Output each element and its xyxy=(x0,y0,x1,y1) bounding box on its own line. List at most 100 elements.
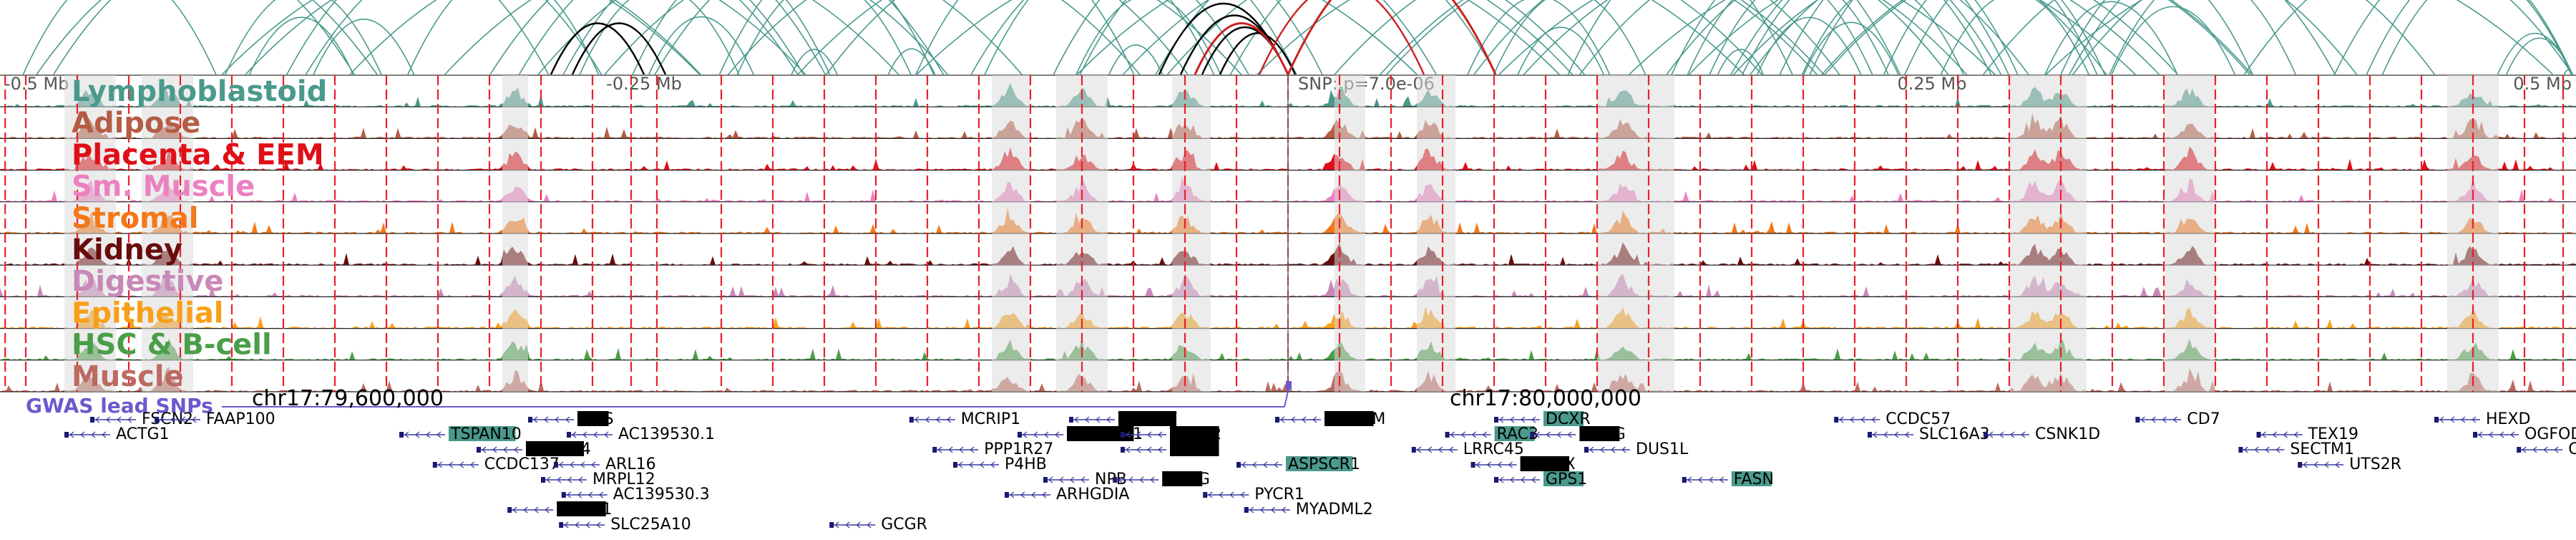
highlight-region xyxy=(992,75,1030,392)
highlight-region xyxy=(64,75,116,392)
gene-strand-arrow xyxy=(2293,431,2298,438)
gene-strand-arrow xyxy=(1499,416,1504,423)
track-label: Stromal xyxy=(72,202,199,235)
loop-arc xyxy=(1742,0,1992,75)
gene-strand-arrow xyxy=(2243,446,2248,453)
gene-strand-arrow xyxy=(1611,446,1616,453)
loop-arc xyxy=(1167,0,1586,75)
gene-strand-arrow xyxy=(1546,431,1551,438)
gene-strand-arrow xyxy=(426,431,431,438)
gene-mcrip1: MCRIP1 xyxy=(909,410,1020,428)
loop-arc xyxy=(1123,0,1573,75)
gene-label: CCDC137 xyxy=(484,455,560,473)
gene-strand-arrow xyxy=(2283,431,2288,438)
gene-strand-arrow xyxy=(2472,416,2477,423)
loop-arc xyxy=(1629,0,2136,75)
gene-strand-arrow xyxy=(404,431,409,438)
gene-strand-arrow xyxy=(80,431,85,438)
gene-strand-arrow xyxy=(1708,476,1714,483)
gene-label: MRPL12 xyxy=(592,471,655,488)
loop-arc xyxy=(648,16,754,75)
gene-strand-arrow xyxy=(570,461,575,468)
gene-strand-arrow xyxy=(1280,416,1285,423)
loop-arc xyxy=(1257,0,1745,75)
gene-label: AC139530.3 xyxy=(613,486,710,503)
gene-strand-arrow xyxy=(2303,461,2308,468)
gene-strand-arrow xyxy=(946,416,952,423)
gene-strand-arrow xyxy=(1621,446,1626,453)
loop-arc xyxy=(53,0,355,75)
track-label: HSC & B-cell xyxy=(72,329,272,362)
gene-strand-arrow xyxy=(523,506,528,514)
gene-strand-arrow xyxy=(1894,431,1899,438)
loop-arc xyxy=(2366,0,2573,75)
gene-label: SIRT7 xyxy=(1172,440,1216,458)
gene-strand-arrow xyxy=(2450,416,2455,423)
gene-label: HGS xyxy=(580,410,614,428)
loop-arc xyxy=(915,0,1135,75)
loop-arc xyxy=(1386,0,1825,75)
gene-strand-arrow xyxy=(1150,476,1155,483)
loop-arc xyxy=(1517,26,1604,75)
gene-strand-arrow xyxy=(1055,431,1060,438)
gene-exon xyxy=(2298,462,2303,468)
gene-strand-arrow xyxy=(2510,431,2515,438)
gene-label-box xyxy=(1162,471,1203,486)
gene-exon xyxy=(1411,447,1416,453)
gene-exon xyxy=(1121,432,1125,438)
gene-slc25a10: SLC25A10 xyxy=(559,516,691,534)
loop-arc xyxy=(1983,0,2358,75)
loop-arc xyxy=(984,0,1215,75)
gene-strand-arrow xyxy=(2554,446,2559,453)
gene-strand-arrow xyxy=(1208,491,1213,498)
gene-strand-arrow xyxy=(1136,431,1141,438)
loop-arc xyxy=(1687,0,1873,75)
gene-label: FASN xyxy=(1734,471,1774,488)
gene-label: RFNG xyxy=(1581,425,1625,443)
gene-strand-arrow xyxy=(544,416,549,423)
gene-strand-arrow xyxy=(958,461,963,468)
gene-label-box xyxy=(1520,456,1570,471)
highlight-region xyxy=(1597,75,1674,392)
loop-arc xyxy=(1904,0,2106,75)
gene-strand-arrow xyxy=(1147,446,1152,453)
gene-strand-arrow xyxy=(1556,431,1561,438)
gene-strand-arrow xyxy=(555,416,560,423)
gene-strand-arrow xyxy=(593,431,598,438)
loop-arc xyxy=(1334,0,1762,75)
loop-arc xyxy=(916,0,1418,75)
gene-strand-arrow xyxy=(503,446,508,453)
gene-strand-arrow xyxy=(1521,416,1526,423)
gene-strand-arrow xyxy=(1270,506,1276,514)
track-label: Lymphoblastoid xyxy=(72,75,327,108)
position-ruler: -0.5 Mb -0.25 Mb SNP: p=7.0e-06 0.25 Mb 0.5 … xyxy=(0,74,2576,94)
gene-pcyt2: PCYT2 xyxy=(1121,425,1221,443)
loop-arc xyxy=(22,0,217,75)
gene-label-box xyxy=(1731,471,1772,486)
loop-arc xyxy=(2109,0,2297,75)
gene-label: ARHGDIA xyxy=(1056,486,1129,503)
loop-arc xyxy=(1779,0,2009,75)
loop-arc xyxy=(489,0,799,75)
gene-strand-arrow xyxy=(1450,431,1455,438)
gene-exon xyxy=(477,447,481,453)
gene-label: ALYREF xyxy=(1121,410,1178,428)
gene-cd7: CD7 xyxy=(2135,410,2220,428)
gene-strand-arrow xyxy=(469,461,475,468)
gene-label: ASPSCR1 xyxy=(1288,455,1360,473)
track-label: Sm. Muscle xyxy=(72,170,255,203)
gene-nploc4: NPLOC4 xyxy=(477,440,591,458)
gene-ppp1r27: PPP1R27 xyxy=(932,440,1053,458)
loop-arc xyxy=(718,0,935,75)
gene-ccdc57: CCDC57 xyxy=(1834,410,1951,428)
loop-arc xyxy=(221,0,701,75)
loop-arc xyxy=(1671,0,1901,75)
loop-arc-snp xyxy=(1194,22,1289,75)
loop-arc xyxy=(736,0,912,75)
gene-label: GCGR xyxy=(881,516,927,534)
gene-exon xyxy=(90,417,94,423)
gene-alyref: ALYREF xyxy=(1069,410,1178,428)
